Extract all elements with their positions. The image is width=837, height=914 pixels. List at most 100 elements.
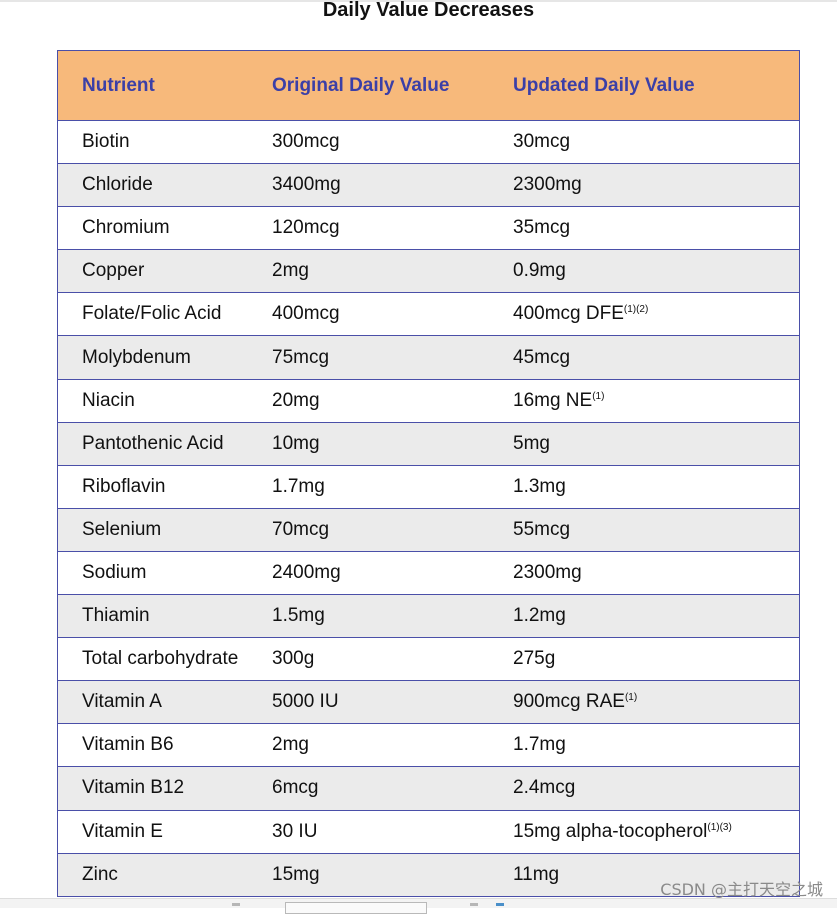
cell-nutrient: Pantothenic Acid [82,432,224,454]
cell-nutrient: Zinc [82,863,118,885]
cell-nutrient: Copper [82,260,145,282]
table-row: Vitamin B12 6mcg 2.4mcg [58,767,799,811]
table-header-row: Nutrient Original Daily Value Updated Da… [58,51,799,121]
cell-updated-value: 11mg [513,864,799,886]
cell-original-value: 75mcg [272,346,330,368]
cell-original-value: 10mg [272,432,320,454]
toolbar-icon[interactable] [496,903,504,906]
cell-nutrient: Thiamin [82,605,150,627]
cell-nutrient: Niacin [82,389,135,411]
table-row: Copper 2mg 0.9mg [58,250,799,294]
table-row: Total carbohydrate 300g 275g [58,638,799,682]
toolbar-marker [232,903,240,906]
cell-original-value: 2400mg [272,561,341,583]
cell-original-value: 1.7mg [272,475,325,497]
cell-nutrient: Molybdenum [82,346,191,368]
footnote-marker: (1) [624,692,638,704]
cell-updated-value: 400mcg DFE(1)(2) [513,303,799,325]
cell-original-value: 6mcg [272,777,319,799]
toolbar-marker [470,903,478,906]
table-row: Vitamin B6 2mg 1.7mg [58,724,799,768]
updated-value-text: 5mg [513,432,550,454]
updated-value-text: 35mcg [513,217,571,239]
updated-value-text: 45mcg [513,346,571,368]
cell-updated-value: 16mg NE(1) [513,390,799,412]
table-row: Thiamin 1.5mg 1.2mg [58,595,799,639]
table-row: Folate/Folic Acid 400mcg 400mcg DFE(1)(2) [58,293,799,337]
toolbar-input-box[interactable] [285,902,427,914]
cell-nutrient: Vitamin A [82,691,162,713]
cell-updated-value: 5mg [513,433,799,455]
cell-original-value: 2mg [272,260,309,282]
updated-value-text: 55mcg [513,518,571,540]
cell-nutrient: Selenium [82,518,162,540]
cell-updated-value: 2300mg [513,174,799,196]
daily-value-table: Nutrient Original Daily Value Updated Da… [57,50,800,897]
table-row: Selenium 70mcg 55mcg [58,508,799,552]
top-divider [0,0,837,2]
cell-nutrient: Vitamin E [82,820,163,842]
footnote-marker: (1)(3) [707,821,732,833]
cell-updated-value: 2300mg [513,562,799,584]
updated-value-text: 16mg NE [513,389,593,411]
updated-value-text: 15mg alpha-tocopherol [513,820,708,842]
table-row: Chromium 120mcg 35mcg [58,207,799,251]
cell-nutrient: Total carbohydrate [82,648,239,670]
updated-value-text: 1.2mg [513,605,566,627]
cell-original-value: 30 IU [272,820,318,842]
updated-value-text: 0.9mg [513,260,566,282]
table-row: Molybdenum 75mcg 45mcg [58,336,799,380]
table-row: Niacin 20mg 16mg NE(1) [58,379,799,423]
cell-original-value: 20mg [272,389,320,411]
updated-value-text: 11mg [513,863,560,885]
updated-value-text: 2300mg [513,174,582,196]
cell-nutrient: Sodium [82,561,147,583]
cell-original-value: 70mcg [272,518,330,540]
footnote-marker: (1)(2) [623,304,649,316]
header-nutrient: Nutrient [82,74,155,96]
updated-value-text: 30mcg [513,131,571,153]
cell-updated-value: 1.7mg [513,734,799,756]
cell-nutrient: Folate/Folic Acid [82,303,222,325]
cell-updated-value: 55mcg [513,519,799,541]
cell-nutrient: Chromium [82,217,170,239]
cell-nutrient: Vitamin B12 [82,777,185,799]
updated-value-text: 1.3mg [513,475,566,497]
cell-updated-value: 30mcg [513,131,799,153]
header-updated-daily-value: Updated Daily Value [513,74,695,96]
table-row: Vitamin A 5000 IU 900mcg RAE(1) [58,681,799,725]
cell-original-value: 3400mg [272,174,341,196]
cell-updated-value: 35mcg [513,217,799,239]
cell-updated-value: 15mg alpha-tocopherol(1)(3) [513,821,799,843]
cell-updated-value: 1.2mg [513,605,799,627]
watermark-text: CSDN @主打天空之城 [660,880,823,899]
cell-nutrient: Riboflavin [82,475,166,497]
table-title: Daily Value Decreases [322,0,535,21]
footnote-marker: (1) [592,390,605,402]
cell-original-value: 300mcg [272,131,340,153]
cell-updated-value: 1.3mg [513,476,799,498]
table-row: Biotin 300mcg 30mcg [58,121,799,165]
cell-updated-value: 45mcg [513,347,799,369]
cell-updated-value: 0.9mg [513,260,799,282]
table-row: Vitamin E 30 IU 15mg alpha-tocopherol(1)(3… [58,810,799,854]
header-original-daily-value: Original Daily Value [272,74,450,96]
table-row: Chloride 3400mg 2300mg [58,164,799,208]
updated-value-text: 400mcg DFE [513,303,624,325]
cell-original-value: 1.5mg [272,605,325,627]
cell-nutrient: Vitamin B6 [82,734,174,756]
updated-value-text: 275g [513,648,556,670]
cell-updated-value: 275g [513,648,799,670]
table-row: Pantothenic Acid 10mg 5mg [58,422,799,466]
cell-original-value: 400mcg [272,303,340,325]
updated-value-text: 2300mg [513,561,582,583]
table-body: Biotin 300mcg 30mcg Chloride 3400mg 2300mg Chr… [58,121,799,897]
cell-original-value: 300g [272,648,315,670]
updated-value-text: 900mcg RAE [513,691,625,713]
table-row: Riboflavin 1.7mg 1.3mg [58,465,799,509]
updated-value-text: 1.7mg [513,734,566,756]
table-row: Sodium 2400mg 2300mg [58,551,799,596]
updated-value-text: 2.4mcg [513,777,576,799]
cell-original-value: 5000 IU [272,691,339,713]
cell-nutrient: Chloride [82,174,153,196]
